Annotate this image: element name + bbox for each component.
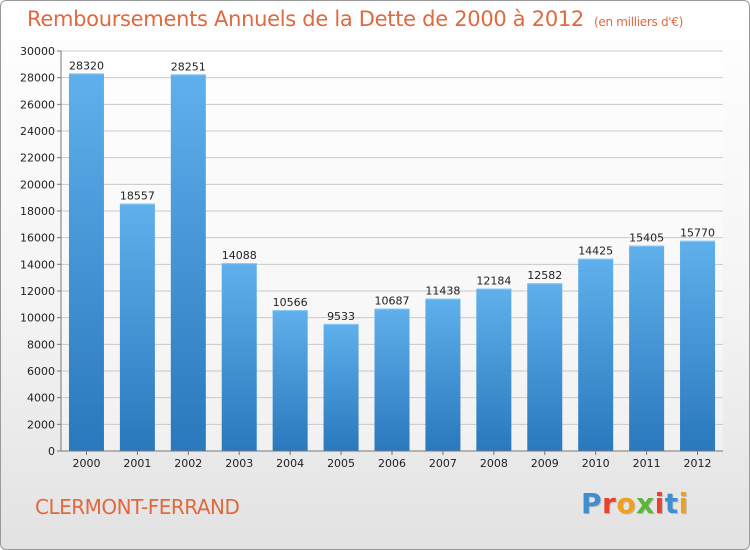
bar-value-label: 14088 xyxy=(222,249,257,262)
bar-value-label: 9533 xyxy=(327,310,355,323)
x-tick-label: 2012 xyxy=(684,457,712,470)
bar xyxy=(374,308,410,451)
chart-unit: (en milliers d'€) xyxy=(594,15,684,29)
chart-title-text: Remboursements Annuels de la Dette de 20… xyxy=(27,7,584,31)
bar-value-label: 10566 xyxy=(273,296,308,309)
city-name: CLERMONT-FERRAND xyxy=(35,495,240,519)
bar-value-label: 10687 xyxy=(375,295,410,308)
bar-value-label: 28320 xyxy=(69,59,104,72)
bar-value-label: 18557 xyxy=(120,190,155,203)
x-tick-label: 2006 xyxy=(378,457,406,470)
bar-value-label: 14425 xyxy=(578,245,613,258)
bar xyxy=(578,258,614,451)
x-tick-label: 2008 xyxy=(480,457,508,470)
logo-letter: t xyxy=(664,487,679,520)
bar xyxy=(680,240,716,451)
bar-value-label: 15405 xyxy=(629,232,664,245)
x-tick-label: 2004 xyxy=(276,457,304,470)
bar xyxy=(323,323,359,451)
x-tick-label: 2011 xyxy=(633,457,661,470)
x-tick-label: 2002 xyxy=(174,457,202,470)
y-tick-label: 22000 xyxy=(20,152,55,165)
bar-value-label: 28251 xyxy=(171,60,206,73)
bar xyxy=(629,245,665,451)
x-tick-label: 2005 xyxy=(327,457,355,470)
x-tick-label: 2001 xyxy=(123,457,151,470)
x-tick-label: 2007 xyxy=(429,457,457,470)
logo-letter: P xyxy=(581,487,603,520)
bar xyxy=(527,283,563,451)
bar-value-label: 15770 xyxy=(680,227,715,240)
bars: 28320 18557 28251 14088 10566 9533 10687 11438 1… xyxy=(68,59,716,452)
y-tick-label: 4000 xyxy=(27,392,55,405)
chart-title: Remboursements Annuels de la Dette de 20… xyxy=(27,7,683,31)
y-tick-label: 24000 xyxy=(20,125,55,138)
bar xyxy=(272,310,308,451)
proxiti-logo[interactable]: Proxiti xyxy=(581,487,689,520)
bar-value-label: 12582 xyxy=(527,269,562,282)
bar xyxy=(221,263,257,451)
y-tick-label: 6000 xyxy=(27,365,55,378)
y-tick-label: 12000 xyxy=(20,285,55,298)
bar-value-label: 11438 xyxy=(425,284,460,297)
logo-letter: r xyxy=(602,487,617,520)
y-tick-label: 16000 xyxy=(20,232,55,245)
logo-letter: i xyxy=(678,487,689,520)
logo-letter: x xyxy=(636,487,655,520)
y-tick-label: 14000 xyxy=(20,258,55,271)
bar-value-label: 12184 xyxy=(476,275,511,288)
y-tick-label: 18000 xyxy=(20,205,55,218)
y-tick-label: 10000 xyxy=(20,312,55,325)
logo-letter: o xyxy=(616,487,637,520)
x-tick-label: 2000 xyxy=(72,457,100,470)
logo-letter: i xyxy=(654,487,665,520)
bar xyxy=(68,73,104,452)
y-tick-label: 28000 xyxy=(20,72,55,85)
y-tick-label: 2000 xyxy=(27,418,55,431)
x-tick-label: 2010 xyxy=(582,457,610,470)
y-tick-label: 26000 xyxy=(20,98,55,111)
y-axis: 0 2000 4000 6000 8000 10000 12000 14000 16000 180… xyxy=(20,45,62,458)
y-tick-label: 0 xyxy=(48,445,55,458)
x-tick-label: 2009 xyxy=(531,457,559,470)
bar xyxy=(476,288,512,451)
x-tick-label: 2003 xyxy=(225,457,253,470)
bar xyxy=(425,298,461,451)
y-tick-label: 8000 xyxy=(27,338,55,351)
y-tick-label: 20000 xyxy=(20,178,55,191)
bar xyxy=(170,74,206,451)
y-tick-label: 30000 xyxy=(20,45,55,58)
bar xyxy=(119,203,155,451)
x-axis: 2000 2001 2002 2003 2004 2005 2006 2007 2008 2009… xyxy=(61,450,723,470)
